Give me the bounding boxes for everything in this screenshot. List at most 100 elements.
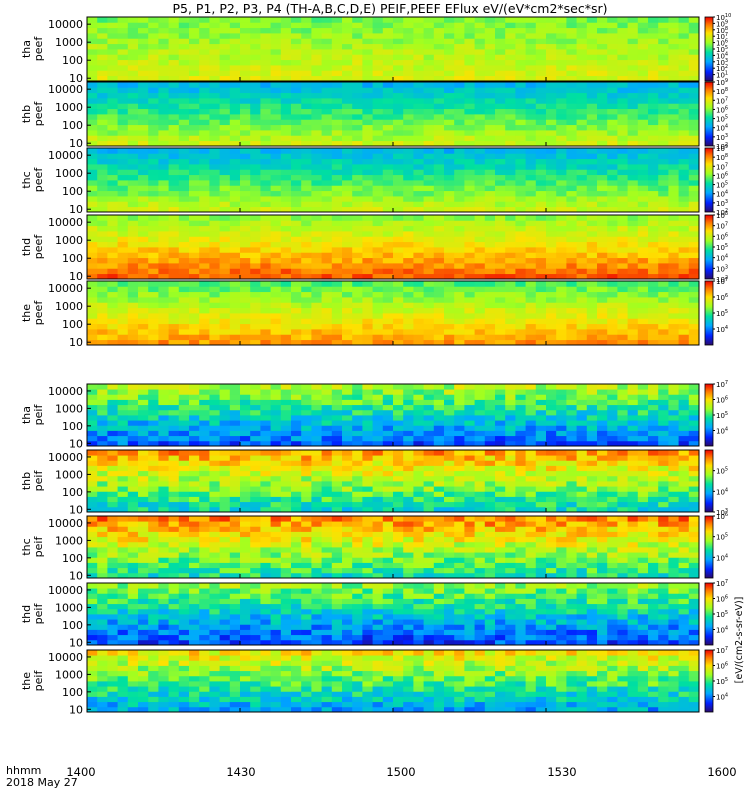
heatmap-cell (372, 98, 384, 104)
heatmap-cell (219, 196, 231, 202)
heatmap-cell (403, 124, 414, 131)
heatmap-cell (240, 241, 251, 248)
heatmap-cell (209, 103, 220, 110)
heatmap-cell (250, 486, 261, 492)
heatmap-cell (209, 43, 220, 50)
heatmap-cell (189, 281, 200, 287)
heatmap-cell (382, 257, 394, 264)
heatmap-cell (372, 501, 384, 508)
heatmap-cell (413, 27, 424, 34)
heatmap-cell (586, 241, 598, 248)
heatmap-cell (270, 196, 282, 202)
heatmap-cell (158, 180, 169, 186)
heatmap-cell (637, 286, 649, 293)
heatmap-cell (342, 148, 353, 154)
heatmap-cell (127, 236, 139, 243)
heatmap-cell (586, 389, 598, 395)
heatmap-cell (372, 291, 384, 298)
heatmap-cell (209, 75, 220, 82)
heatmap-cell (637, 268, 649, 275)
heatmap-cell (372, 135, 384, 142)
heatmap-cell (454, 164, 465, 170)
heatmap-cell (515, 409, 526, 416)
heatmap-cell (372, 70, 384, 77)
heatmap-cell (240, 394, 251, 400)
heatmap-cell (627, 124, 639, 131)
heatmap-cell (342, 302, 353, 309)
heatmap-cell (464, 313, 475, 319)
heatmap-cell (301, 201, 312, 208)
heatmap-cell (535, 174, 547, 181)
heatmap-cell (658, 130, 669, 136)
heatmap-cell (321, 130, 333, 136)
heatmap-cell (280, 225, 292, 232)
heatmap-cell (87, 158, 98, 165)
heatmap-cell (413, 148, 424, 154)
heatmap-cell (291, 65, 302, 71)
heatmap-cell (270, 174, 282, 181)
heatmap-cell (148, 103, 159, 110)
heatmap-cell (607, 297, 618, 303)
heatmap-cell (260, 425, 271, 431)
heatmap-cell (301, 460, 312, 466)
heatmap-cell (474, 225, 486, 232)
heatmap-cell (87, 164, 98, 170)
heatmap-cell (393, 291, 404, 298)
heatmap-cell (648, 22, 659, 29)
heatmap-cell (648, 334, 659, 341)
heatmap-cell (403, 49, 414, 55)
heatmap-cell (413, 273, 424, 280)
heatmap-cell (87, 486, 98, 492)
heatmap-cell (229, 281, 241, 287)
heatmap-cell (617, 231, 628, 237)
heatmap-cell (127, 420, 139, 426)
heatmap-cell (688, 307, 700, 314)
heatmap-cell (87, 506, 98, 513)
heatmap-cell (301, 415, 312, 421)
heatmap-cell (648, 153, 659, 160)
heatmap-cell (138, 496, 149, 503)
heatmap-cell (178, 70, 190, 77)
heatmap-cell (270, 394, 282, 400)
heatmap-cell (627, 215, 639, 221)
heatmap-cell (617, 206, 628, 213)
heatmap-cell (189, 307, 200, 314)
heatmap-cell (321, 425, 333, 431)
heatmap-cell (586, 27, 598, 34)
heatmap-cell (331, 491, 343, 497)
heatmap-cell (107, 236, 118, 243)
heatmap-cell (403, 82, 414, 88)
heatmap-cell (688, 318, 700, 325)
heatmap-cell (535, 430, 547, 437)
heatmap-cell (138, 22, 149, 29)
heatmap-cell (321, 286, 333, 293)
heatmap-cell (688, 409, 700, 416)
heatmap-cell (97, 206, 108, 213)
heatmap-cell (168, 425, 180, 431)
heatmap-cell (189, 291, 200, 298)
heatmap-cell (311, 87, 322, 94)
heatmap-cell (382, 302, 394, 309)
heatmap-cell (117, 475, 129, 482)
heatmap-cell (546, 420, 557, 426)
heatmap-cell (566, 98, 577, 104)
heatmap-cell (250, 231, 261, 237)
heatmap-cell (270, 38, 282, 45)
heatmap-cell (158, 49, 169, 55)
heatmap-cell (688, 140, 700, 147)
heatmap-cell (535, 103, 547, 110)
heatmap-cell (546, 334, 557, 341)
heatmap-cell (668, 43, 679, 50)
heatmap-cell (229, 496, 241, 503)
heatmap-cell (87, 286, 98, 293)
heatmap-cell (270, 70, 282, 77)
heatmap-cell (546, 215, 557, 221)
heatmap-cell (688, 17, 700, 23)
heatmap-cell (138, 43, 149, 50)
heatmap-cell (464, 465, 475, 472)
heatmap-cell (219, 273, 231, 280)
heatmap-cell (209, 430, 220, 437)
heatmap-cell (352, 302, 363, 309)
heatmap-cell (688, 180, 700, 186)
heatmap-cell (413, 206, 424, 213)
